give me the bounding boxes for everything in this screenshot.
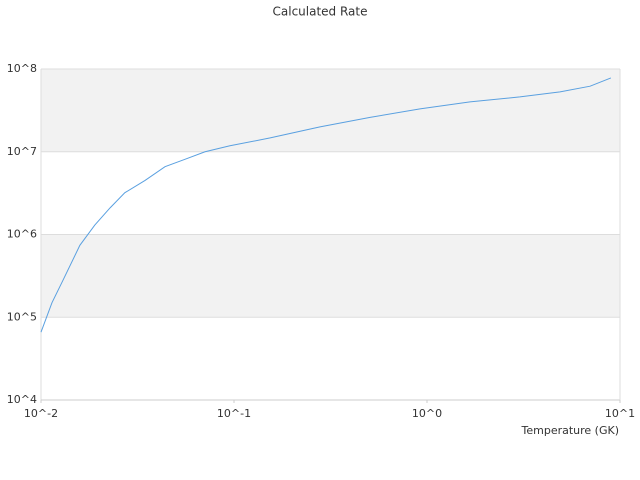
x-axis-label: Temperature (GK) bbox=[521, 424, 620, 437]
y-tick-label: 10^8 bbox=[7, 62, 37, 75]
data-line bbox=[40, 77, 612, 333]
y-tick-label: 10^7 bbox=[7, 145, 37, 158]
y-tick-label: 10^5 bbox=[7, 310, 37, 323]
grid-band bbox=[41, 69, 620, 152]
y-tick-label: 10^4 bbox=[7, 393, 37, 406]
plot-background bbox=[41, 69, 620, 318]
x-tick-label: 10^0 bbox=[412, 407, 442, 420]
x-tick-label: 10^1 bbox=[605, 407, 635, 420]
grid-band bbox=[41, 234, 620, 318]
y-tick-label: 10^6 bbox=[7, 228, 37, 241]
x-tick-label: 10^-1 bbox=[217, 407, 251, 420]
x-tick-label: 10^-2 bbox=[24, 407, 58, 420]
chart-title: Calculated Rate bbox=[273, 5, 368, 19]
